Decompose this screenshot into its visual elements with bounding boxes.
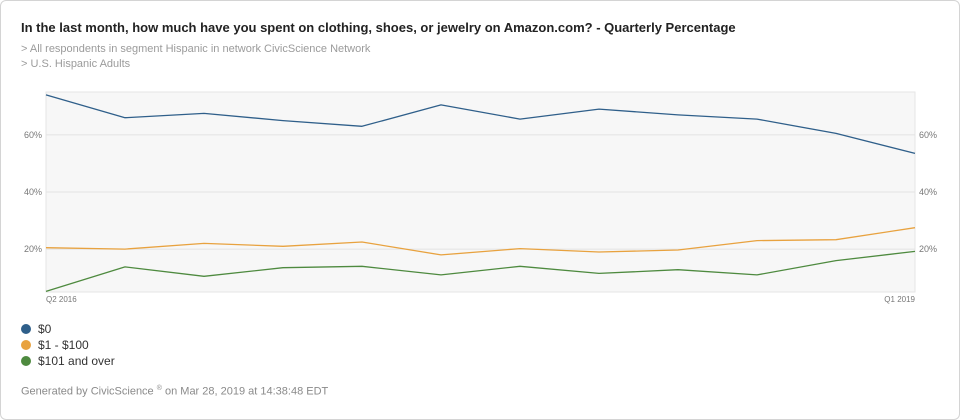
legend-swatch-2 (21, 356, 31, 366)
y-tick-label-right-20: 20% (919, 244, 937, 254)
filter-segment: > All respondents in segment Hispanic in… (21, 43, 371, 55)
y-tick-label-left-20: 20% (24, 244, 42, 254)
legend-label-2: $101 and over (38, 354, 115, 368)
segment-filters: > All respondents in segment Hispanic in… (21, 42, 370, 72)
series-line-1 (45, 227, 916, 256)
x-tick-label-end: Q1 2019 (884, 295, 915, 304)
chart-legend: $0 $1 - $100 $101 and over (21, 321, 115, 369)
filter-population: > U.S. Hispanic Adults (21, 58, 131, 70)
legend-swatch-1 (21, 340, 31, 350)
footer-credit: Generated by CivicScience ® on Mar 28, 2… (21, 385, 328, 398)
legend-label-0: $0 (38, 322, 52, 336)
y-tick-label-right-40: 40% (919, 187, 937, 197)
y-tick-label-right-60: 60% (919, 130, 937, 140)
legend-label-1: $1 - $100 (38, 338, 89, 352)
legend-item-0[interactable]: $0 (21, 321, 115, 337)
chart-title: In the last month, how much have you spe… (21, 20, 736, 35)
y-tick-label-left-60: 60% (24, 130, 42, 140)
legend-swatch-0 (21, 324, 31, 334)
series-line-2 (45, 250, 916, 293)
legend-item-2[interactable]: $101 and over (21, 353, 115, 369)
y-tick-label-left-40: 40% (24, 187, 42, 197)
series-line-0 (45, 94, 916, 155)
registered-mark: ® (156, 385, 162, 392)
line-chart: 20% 20% 40% 40% 60% 60% Q2 2016 Q1 2019 (24, 91, 937, 304)
legend-item-1[interactable]: $1 - $100 (21, 337, 115, 353)
x-tick-label-start: Q2 2016 (46, 295, 77, 304)
footer-prefix: Generated by CivicScience (21, 385, 154, 398)
footer-suffix: on Mar 28, 2019 at 14:38:48 EDT (164, 385, 329, 398)
